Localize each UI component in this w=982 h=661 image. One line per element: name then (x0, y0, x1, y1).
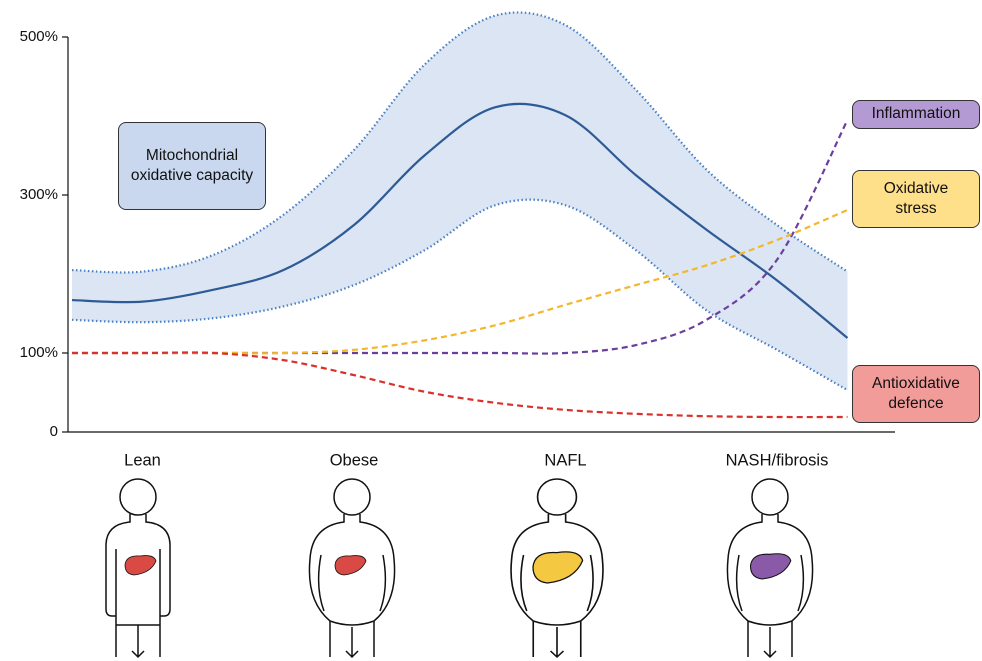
band-lower (71, 198, 849, 392)
figure-nafl (510, 478, 604, 658)
figure-obese (308, 478, 396, 658)
line (71, 102, 849, 339)
y-tick-label: 500% (20, 28, 58, 45)
y-tick-label: 100% (20, 344, 58, 361)
x-tick-label: NAFL (544, 451, 586, 469)
x-tick-label: Lean (124, 451, 161, 469)
figure-nash (726, 478, 814, 658)
x-tick-label: Obese (330, 451, 379, 469)
band (72, 12, 848, 391)
figure-lean (105, 478, 171, 658)
series-label: Mitochondrial oxidative capacity (118, 122, 266, 210)
series-label: Antioxidative defence (852, 365, 980, 423)
x-tick-label: NASH/fibrosis (726, 451, 829, 469)
y-tick-label: 0 (50, 423, 58, 440)
line (72, 351, 848, 419)
band-upper (71, 11, 849, 274)
y-tick-label: 300% (20, 186, 58, 203)
series-label: Inflammation (852, 100, 980, 129)
series-label: Oxidative stress (852, 170, 980, 228)
